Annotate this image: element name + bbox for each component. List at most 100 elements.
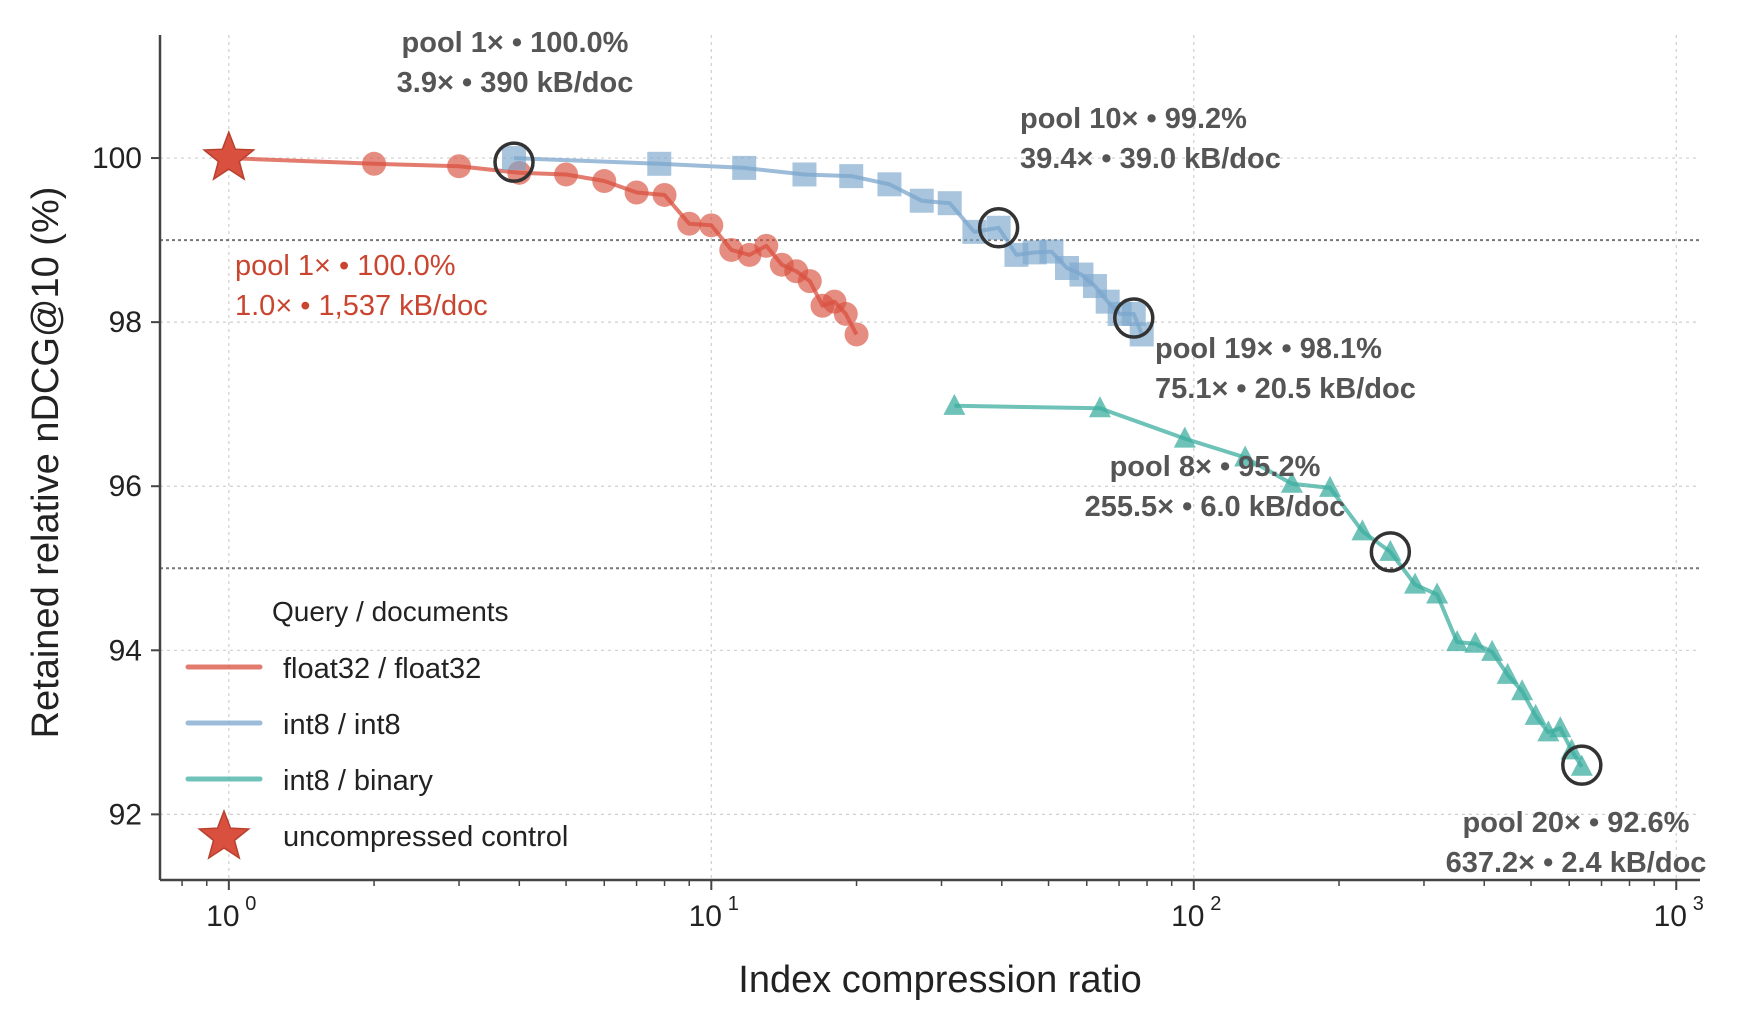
- y-tick-label: 96: [109, 470, 142, 503]
- annotation-line-2: 3.9× • 390 kB/doc: [397, 67, 634, 99]
- x-tick-exponent: 3: [1693, 893, 1704, 915]
- reference-lines: [160, 239, 1700, 570]
- x-tick-label: 10: [206, 900, 239, 933]
- data-point: [732, 155, 757, 180]
- series-uncompressed-control: [202, 129, 256, 181]
- highlight-circle: [1561, 744, 1603, 786]
- annotation: pool 10× • 99.2% 39.4× • 39.0 kB/doc: [1020, 103, 1281, 175]
- data-point: [1319, 475, 1342, 497]
- highlight-circle: [1369, 531, 1412, 573]
- annotation: pool 1× • 100.0% 1.0× • 1,537 kB/doc: [235, 250, 488, 322]
- series-layer: [202, 129, 1593, 776]
- x-tick-label: 10: [1654, 900, 1687, 933]
- data-point: [986, 215, 1011, 240]
- annotation-line-1: pool 1× • 100.0%: [235, 250, 456, 282]
- data-point: [1379, 539, 1402, 561]
- legend-item: int8 / int8: [185, 709, 401, 741]
- grid-layer: [160, 35, 1700, 880]
- data-point: [554, 162, 579, 187]
- data-point: [833, 301, 858, 326]
- annotation-line-1: pool 8× • 95.2%: [1110, 451, 1321, 483]
- annotation-line-1: pool 20× • 92.6%: [1463, 807, 1690, 839]
- highlight-circle: [1113, 297, 1155, 339]
- data-point: [1404, 572, 1427, 594]
- data-point: [202, 129, 256, 181]
- annotation-line-1: pool 10× • 99.2%: [1020, 103, 1247, 135]
- annotation-line-2: 255.5× • 6.0 kB/doc: [1085, 491, 1346, 523]
- data-point: [1351, 519, 1374, 541]
- annotation-line-2: 1.0× • 1,537 kB/doc: [235, 290, 488, 322]
- highlight-circle: [493, 141, 535, 183]
- legend-label: uncompressed control: [283, 821, 568, 853]
- annotation: pool 1× • 100.0% 3.9× • 390 kB/doc: [397, 27, 634, 99]
- legend-item: float32 / float32: [185, 653, 481, 685]
- highlight-circles: [493, 141, 1603, 786]
- data-point: [1234, 445, 1257, 467]
- highlight-circle: [977, 207, 1020, 249]
- x-tick-label: 10: [689, 900, 722, 933]
- x-tick-label: 10: [1171, 900, 1204, 933]
- data-point: [502, 146, 527, 171]
- data-point: [1511, 679, 1534, 701]
- data-point: [877, 172, 902, 197]
- data-point: [1446, 630, 1469, 652]
- data-point: [1173, 426, 1196, 448]
- data-point: [754, 233, 779, 258]
- legend: Query / documents float32 / float32 int8 …: [185, 596, 568, 860]
- data-point: [652, 182, 677, 207]
- y-tick-label: 100: [92, 142, 142, 175]
- data-point: [1121, 301, 1146, 326]
- x-tick-exponent: 1: [728, 893, 739, 915]
- data-point: [1426, 582, 1449, 604]
- annotation-line-2: 75.1× • 20.5 kB/doc: [1155, 373, 1416, 405]
- data-point: [592, 169, 617, 194]
- annotation: pool 8× • 95.2% 255.5× • 6.0 kB/doc: [1085, 451, 1346, 523]
- series-int8-int8: [502, 146, 1154, 347]
- data-point: [844, 322, 869, 347]
- legend-item: int8 / binary: [185, 765, 433, 797]
- data-point: [719, 237, 744, 262]
- annotation: pool 19× • 98.1% 75.1× • 20.5 kB/doc: [1155, 333, 1416, 405]
- data-point: [624, 180, 649, 205]
- annotation: pool 20× • 92.6% 637.2× • 2.4 kB/doc: [1446, 807, 1707, 879]
- x-axis-title: Index compression ratio: [738, 959, 1141, 1001]
- legend-label: int8 / int8: [283, 709, 401, 741]
- legend-title: Query / documents: [272, 596, 509, 627]
- legend-label: float32 / float32: [283, 653, 481, 685]
- data-point: [792, 162, 817, 187]
- x-tick-exponent: 0: [245, 893, 256, 915]
- annotation-line-1: pool 19× • 98.1%: [1155, 333, 1382, 365]
- y-tick-label: 94: [109, 634, 142, 667]
- data-point: [1280, 471, 1303, 493]
- annotations: pool 1× • 100.0% 3.9× • 390 kB/doc pool 10…: [235, 27, 1706, 879]
- data-point: [1496, 662, 1519, 684]
- annotation-line-1: pool 1× • 100.0%: [402, 27, 629, 59]
- x-tick-exponent: 2: [1210, 893, 1221, 915]
- data-point: [1464, 631, 1487, 653]
- data-point: [1524, 703, 1547, 725]
- legend-item: uncompressed control: [197, 808, 568, 860]
- legend-swatch-star: [197, 808, 251, 860]
- data-point: [1088, 396, 1111, 418]
- data-point: [647, 151, 672, 176]
- y-tick-label: 98: [109, 306, 142, 339]
- data-point: [362, 151, 387, 176]
- y-tick-label: 92: [109, 798, 142, 831]
- y-axis-title: Retained relative nDCG@10 (%): [25, 187, 67, 739]
- annotation-line-2: 39.4× • 39.0 kB/doc: [1020, 143, 1281, 175]
- data-point: [1481, 639, 1504, 661]
- data-point: [943, 393, 966, 415]
- data-point: [839, 164, 864, 189]
- legend-label: int8 / binary: [283, 765, 433, 797]
- data-point: [909, 188, 934, 213]
- data-point: [677, 211, 702, 236]
- data-point: [797, 269, 822, 294]
- annotation-line-2: 637.2× • 2.4 kB/doc: [1446, 847, 1707, 879]
- data-point: [447, 154, 472, 179]
- series-int8-binary: [943, 393, 1593, 776]
- data-point: [1549, 716, 1572, 738]
- data-point: [937, 191, 962, 216]
- data-point: [699, 213, 724, 238]
